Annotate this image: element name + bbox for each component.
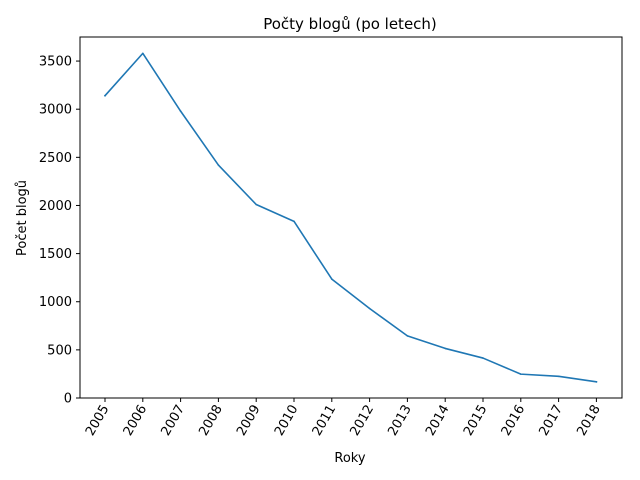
data-point xyxy=(293,220,295,223)
y-tick-label: 500 xyxy=(47,343,72,358)
y-axis-label: Počet blogů xyxy=(15,180,30,256)
data-point xyxy=(595,381,598,383)
data-point xyxy=(217,164,220,166)
chart-title: Počty blogů (po letech) xyxy=(263,15,437,33)
data-point xyxy=(142,52,144,55)
y-tick-label: 1500 xyxy=(39,247,72,262)
y-tick-label: 1000 xyxy=(39,295,72,310)
data-point xyxy=(557,375,560,378)
data-point xyxy=(255,203,257,206)
plot-frame xyxy=(79,36,623,399)
series-line xyxy=(103,52,598,383)
data-point xyxy=(331,278,333,280)
y-tick-label: 2000 xyxy=(39,199,72,214)
data-point xyxy=(482,357,484,359)
y-tick-label: 3000 xyxy=(39,103,72,118)
data-point xyxy=(104,94,106,97)
y-tick-label: 3500 xyxy=(39,55,72,70)
data-point xyxy=(368,307,371,310)
x-axis-label: Roky xyxy=(334,451,365,466)
data-point xyxy=(406,335,409,337)
y-tick-label: 2500 xyxy=(39,151,72,166)
y-tick-label: 0 xyxy=(64,392,72,407)
data-point xyxy=(444,347,447,350)
data-point xyxy=(520,373,522,375)
data-point xyxy=(179,110,182,112)
